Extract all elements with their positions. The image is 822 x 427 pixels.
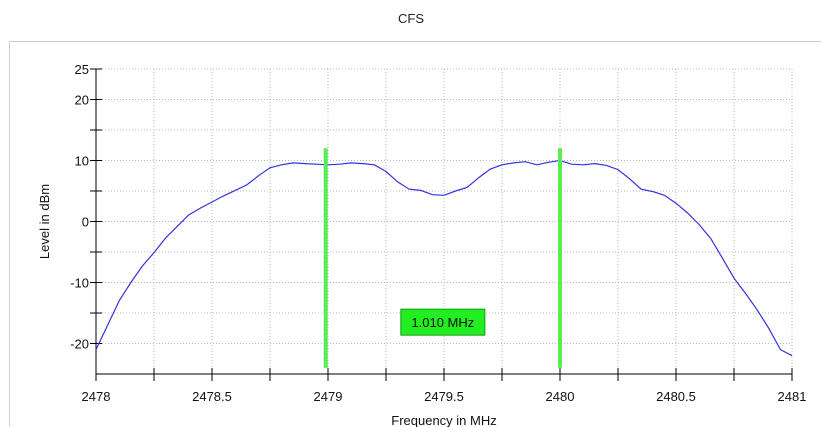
x-tick-label: 2478.5 [192,389,232,404]
markers [323,148,562,368]
chart-title: CFS [398,11,424,26]
delta-annotation-box [400,308,486,336]
annotations: 1.010 MHz [400,308,486,336]
x-tick-label: 2480 [546,389,575,404]
y-tick-label: -20 [70,337,89,352]
x-tick-label: 2479 [314,389,343,404]
y-tick-label: 25 [75,62,89,77]
x-tick-label: 2481 [778,389,807,404]
x-tick-label: 2479.5 [424,389,464,404]
x-tick-label: 2478 [82,389,111,404]
ticks: 25 20 10 0 -10 -20 2478 2478.5 2479 2479.5 2480 248… [70,62,806,404]
y-tick-label: 0 [82,215,89,230]
y-tick-label: 10 [75,154,89,169]
series-line [95,159,793,357]
y-axis-label: Level in dBm [37,184,52,259]
y-tick-label: -10 [70,276,89,291]
plot-frame [9,41,821,427]
delta-annotation-label: 1.010 MHz [411,315,474,330]
series [95,159,793,357]
y-tick-label: 20 [75,93,89,108]
x-tick-label: 2480.5 [656,389,696,404]
x-axis-label: Frequency in MHz [391,413,496,427]
